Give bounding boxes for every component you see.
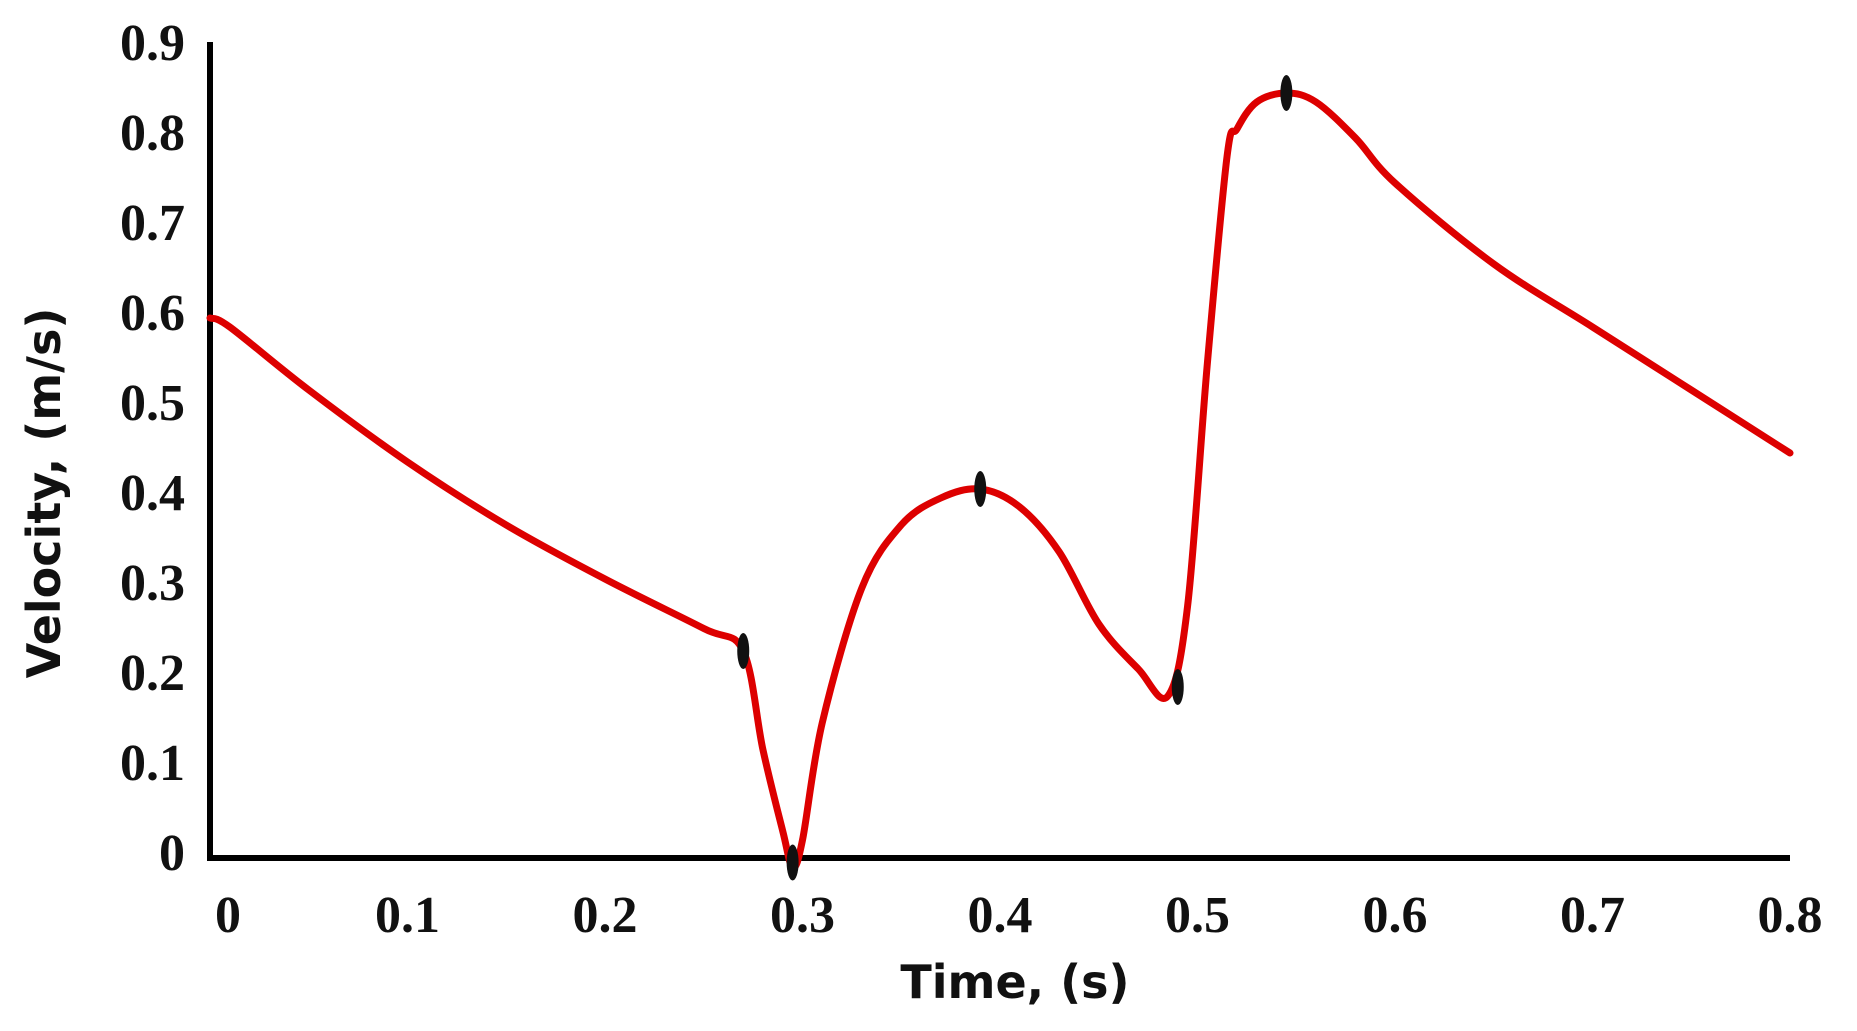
key-point-marker bbox=[974, 471, 987, 507]
x-tick-label: 0.5 bbox=[1165, 887, 1230, 944]
x-tick-label: 0.4 bbox=[968, 887, 1033, 944]
y-tick-label: 0.3 bbox=[120, 555, 185, 612]
y-tick-label: 0.8 bbox=[120, 105, 185, 162]
y-tick-label: 0.7 bbox=[120, 195, 185, 252]
y-axis-title: Velocity, (m/s) bbox=[17, 308, 71, 679]
x-tick-labels: 0 0.1 0.2 0.3 0.4 0.5 0.6 0.7 0.8 bbox=[215, 887, 1823, 944]
key-point-marker bbox=[1171, 669, 1184, 705]
y-tick-label: 0.9 bbox=[120, 15, 185, 72]
key-point-marker bbox=[737, 633, 750, 669]
key-point-markers bbox=[737, 75, 1293, 881]
x-axis-title: Time, (s) bbox=[900, 955, 1129, 1009]
velocity-series-line bbox=[206, 89, 1794, 871]
y-tick-label: 0.2 bbox=[120, 645, 185, 702]
key-point-marker bbox=[786, 844, 799, 881]
x-tick-label: 0.8 bbox=[1758, 887, 1823, 944]
x-tick-label: 0.7 bbox=[1560, 887, 1625, 944]
x-tick-label: 0.6 bbox=[1363, 887, 1428, 944]
y-tick-label: 0.1 bbox=[120, 735, 185, 792]
y-tick-labels: 0 0.1 0.2 0.3 0.4 0.5 0.6 0.7 0.8 0.9 bbox=[120, 15, 185, 882]
x-tick-label: 0 bbox=[215, 887, 241, 944]
x-tick-label: 0.3 bbox=[770, 887, 835, 944]
key-point-marker bbox=[1280, 75, 1293, 111]
y-tick-label: 0.6 bbox=[120, 285, 185, 342]
x-tick-label: 0.2 bbox=[573, 887, 638, 944]
y-tick-label: 0.4 bbox=[120, 465, 185, 522]
y-tick-label: 0 bbox=[159, 825, 185, 882]
y-tick-label: 0.5 bbox=[120, 375, 185, 432]
x-tick-label: 0.1 bbox=[375, 887, 440, 944]
